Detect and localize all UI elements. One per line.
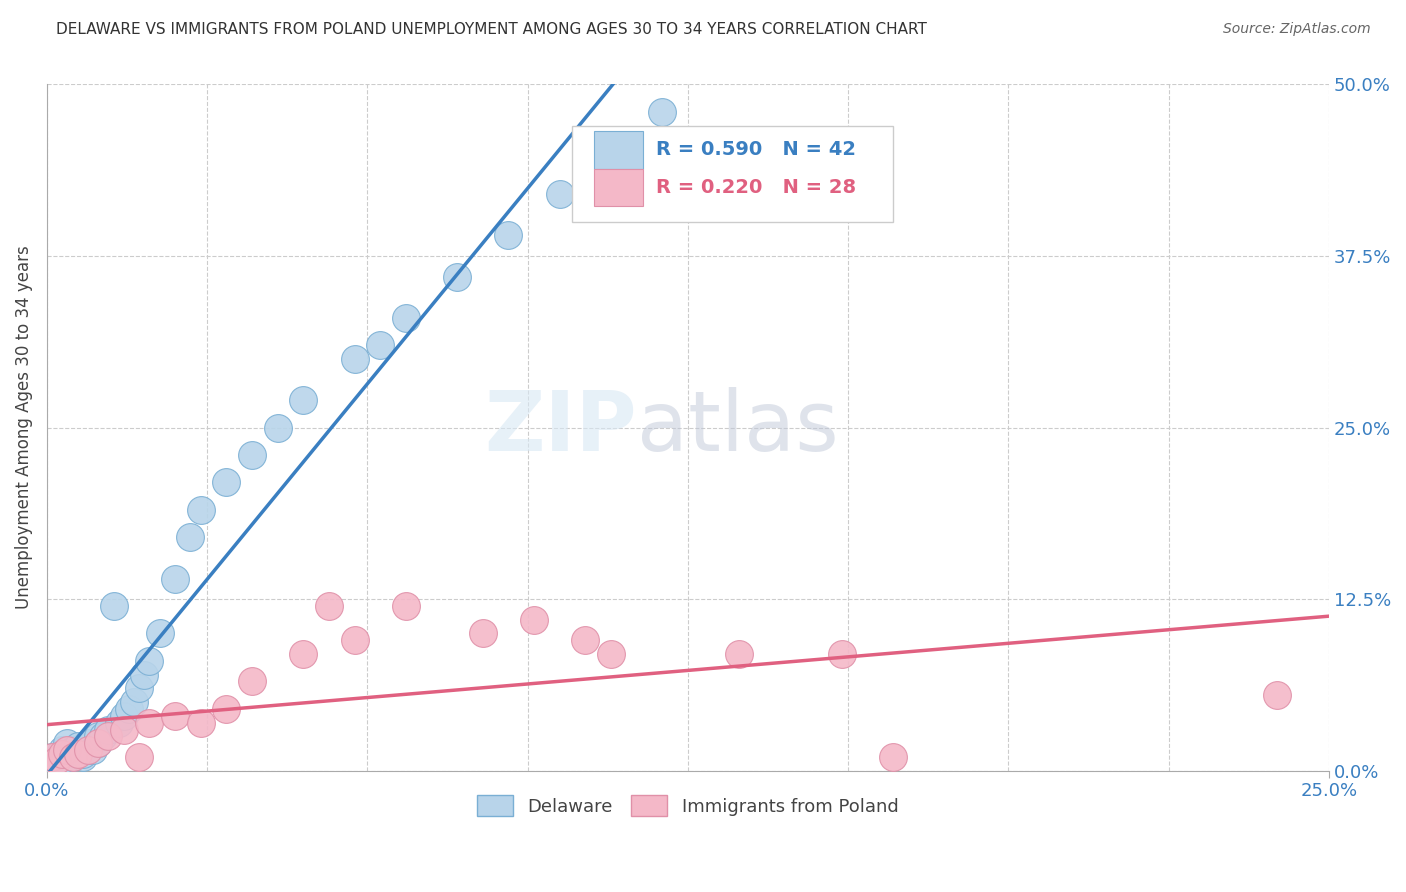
Point xyxy=(128,681,150,696)
Text: R = 0.220   N = 28: R = 0.220 N = 28 xyxy=(655,178,856,197)
Point xyxy=(46,756,69,771)
Point xyxy=(97,723,120,737)
Point xyxy=(446,269,468,284)
Text: Source: ZipAtlas.com: Source: ZipAtlas.com xyxy=(1223,22,1371,37)
Point xyxy=(134,667,156,681)
Point xyxy=(179,530,201,544)
Point xyxy=(138,654,160,668)
Point xyxy=(240,448,263,462)
Point xyxy=(318,599,340,613)
Point xyxy=(471,626,494,640)
Text: atlas: atlas xyxy=(637,387,838,468)
Point xyxy=(128,750,150,764)
Point xyxy=(728,647,751,661)
Point xyxy=(66,739,89,753)
Point xyxy=(82,743,104,757)
Point xyxy=(165,572,187,586)
Point xyxy=(51,753,73,767)
Point xyxy=(51,743,73,757)
Text: ZIP: ZIP xyxy=(484,387,637,468)
Point xyxy=(41,750,63,764)
Point xyxy=(112,723,135,737)
Legend: Delaware, Immigrants from Poland: Delaware, Immigrants from Poland xyxy=(470,789,905,823)
Point xyxy=(292,647,315,661)
Point xyxy=(97,730,120,744)
Point xyxy=(190,503,212,517)
Point xyxy=(651,104,673,119)
Bar xyxy=(595,131,643,169)
Point xyxy=(66,747,89,762)
Point xyxy=(548,187,571,202)
Point xyxy=(368,338,391,352)
Point xyxy=(292,393,315,408)
Point xyxy=(56,736,79,750)
Point xyxy=(523,613,546,627)
Point xyxy=(831,647,853,661)
Point xyxy=(266,420,288,434)
Point xyxy=(165,708,187,723)
Point xyxy=(103,599,125,613)
Point xyxy=(240,674,263,689)
Point xyxy=(46,753,69,767)
Bar xyxy=(595,169,643,206)
Y-axis label: Unemployment Among Ages 30 to 34 years: Unemployment Among Ages 30 to 34 years xyxy=(15,245,32,609)
Point xyxy=(574,633,596,648)
Point xyxy=(66,747,89,762)
Point xyxy=(72,747,94,762)
Point xyxy=(215,702,238,716)
Point xyxy=(77,736,100,750)
Point xyxy=(41,750,63,764)
Point xyxy=(122,695,145,709)
Point xyxy=(77,743,100,757)
Point xyxy=(215,475,238,490)
Point xyxy=(343,633,366,648)
Point xyxy=(56,747,79,762)
Point xyxy=(77,743,100,757)
Text: DELAWARE VS IMMIGRANTS FROM POLAND UNEMPLOYMENT AMONG AGES 30 TO 34 YEARS CORREL: DELAWARE VS IMMIGRANTS FROM POLAND UNEMP… xyxy=(56,22,927,37)
Point xyxy=(395,310,418,325)
Point xyxy=(62,750,84,764)
Point xyxy=(91,730,114,744)
Point xyxy=(87,736,110,750)
Point xyxy=(72,750,94,764)
Point xyxy=(51,747,73,762)
Point xyxy=(1267,688,1289,702)
Point xyxy=(498,228,520,243)
Point xyxy=(138,715,160,730)
Point xyxy=(118,702,141,716)
Text: R = 0.590   N = 42: R = 0.590 N = 42 xyxy=(655,140,856,159)
Point xyxy=(343,351,366,366)
FancyBboxPatch shape xyxy=(572,126,893,222)
Point xyxy=(600,647,623,661)
Point xyxy=(190,715,212,730)
Point xyxy=(107,715,129,730)
Point xyxy=(56,743,79,757)
Point xyxy=(149,626,172,640)
Point xyxy=(87,730,110,744)
Point xyxy=(62,743,84,757)
Point xyxy=(87,736,110,750)
Point xyxy=(62,750,84,764)
Point xyxy=(395,599,418,613)
Point xyxy=(882,750,904,764)
Point xyxy=(112,708,135,723)
